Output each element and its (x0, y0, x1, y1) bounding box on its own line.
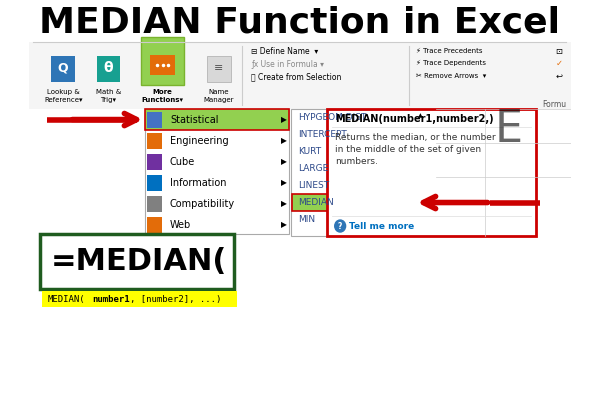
Text: θ: θ (104, 61, 113, 75)
Bar (415, 109, 427, 236)
Bar (292, 194, 415, 211)
Bar (147, 174, 162, 191)
Text: ▶: ▶ (281, 157, 287, 166)
Text: ▶: ▶ (281, 136, 287, 145)
Circle shape (335, 220, 346, 232)
Text: ▲: ▲ (418, 114, 423, 119)
Text: ▶: ▶ (281, 199, 287, 208)
Bar (144, 109, 289, 130)
Text: ↩: ↩ (556, 71, 562, 81)
Text: INTERCEPT: INTERCEPT (298, 130, 347, 139)
Text: ▶: ▶ (281, 220, 287, 229)
Text: , [number2], ...): , [number2], ...) (130, 294, 222, 304)
Text: Lookup &
Reference▾: Lookup & Reference▾ (44, 89, 83, 103)
Text: More
Functions▾: More Functions▾ (142, 89, 184, 103)
Text: ⊡: ⊡ (556, 47, 562, 55)
Bar (415, 110, 426, 123)
Bar (150, 55, 176, 75)
Bar (207, 56, 231, 82)
Text: Q: Q (58, 61, 68, 75)
Text: MEDIAN: MEDIAN (298, 198, 334, 207)
Bar (291, 109, 427, 236)
Text: LARGE: LARGE (298, 164, 329, 173)
Text: Math &
Trig▾: Math & Trig▾ (96, 89, 121, 103)
Text: ✂ Remove Arrows  ▾: ✂ Remove Arrows ▾ (416, 73, 486, 79)
Text: ⚡ Trace Dependents: ⚡ Trace Dependents (416, 60, 486, 66)
Text: E: E (495, 108, 522, 150)
Bar (43, 291, 237, 307)
Text: Information: Information (170, 178, 226, 188)
Text: HYPGEOM.DIST: HYPGEOM.DIST (298, 113, 367, 122)
Text: ▶: ▶ (281, 115, 287, 124)
Text: number1: number1 (92, 294, 130, 304)
Bar (147, 132, 162, 148)
Text: Engineering: Engineering (170, 136, 229, 146)
Bar (147, 196, 162, 211)
Text: Compatibility: Compatibility (170, 199, 235, 209)
Text: ?: ? (338, 221, 343, 231)
Text: in the middle of the set of given: in the middle of the set of given (335, 144, 481, 154)
Bar (52, 56, 75, 82)
Text: Name
Manager: Name Manager (204, 89, 234, 103)
Text: Web: Web (170, 219, 191, 229)
Bar (147, 112, 162, 128)
Text: ≡: ≡ (214, 63, 223, 73)
Text: Formu: Formu (542, 99, 567, 109)
Text: Cube: Cube (170, 156, 195, 166)
Text: ƒx Use in Formula ▾: ƒx Use in Formula ▾ (252, 59, 325, 69)
Bar (147, 217, 162, 233)
Bar (328, 109, 536, 236)
Text: MEDIAN Function in Excel: MEDIAN Function in Excel (39, 5, 560, 39)
Bar (147, 154, 162, 170)
Bar (141, 37, 184, 85)
Text: ⊟ Define Name  ▾: ⊟ Define Name ▾ (252, 47, 319, 55)
Text: KURT: KURT (298, 147, 322, 156)
Bar (96, 56, 120, 82)
Bar (40, 234, 234, 289)
Text: Statistical: Statistical (170, 115, 219, 124)
Bar (144, 109, 289, 234)
Text: ▶: ▶ (281, 178, 287, 187)
Text: numbers.: numbers. (335, 156, 377, 166)
Text: =MEDIAN(: =MEDIAN( (50, 247, 227, 276)
Text: MEDIAN(number1,number2,): MEDIAN(number1,number2,) (335, 114, 494, 124)
Text: ⚡ Trace Precedents: ⚡ Trace Precedents (416, 48, 483, 54)
Text: MEDIAN(: MEDIAN( (48, 294, 86, 304)
Text: ✓: ✓ (556, 59, 562, 67)
Bar (29, 42, 571, 109)
Text: 📋 Create from Selection: 📋 Create from Selection (252, 73, 342, 81)
Text: LINEST: LINEST (298, 181, 329, 190)
Text: Tell me more: Tell me more (349, 221, 415, 231)
Text: Returns the median, or the number: Returns the median, or the number (335, 132, 495, 142)
Bar (144, 109, 289, 130)
Text: MIN: MIN (298, 215, 316, 224)
